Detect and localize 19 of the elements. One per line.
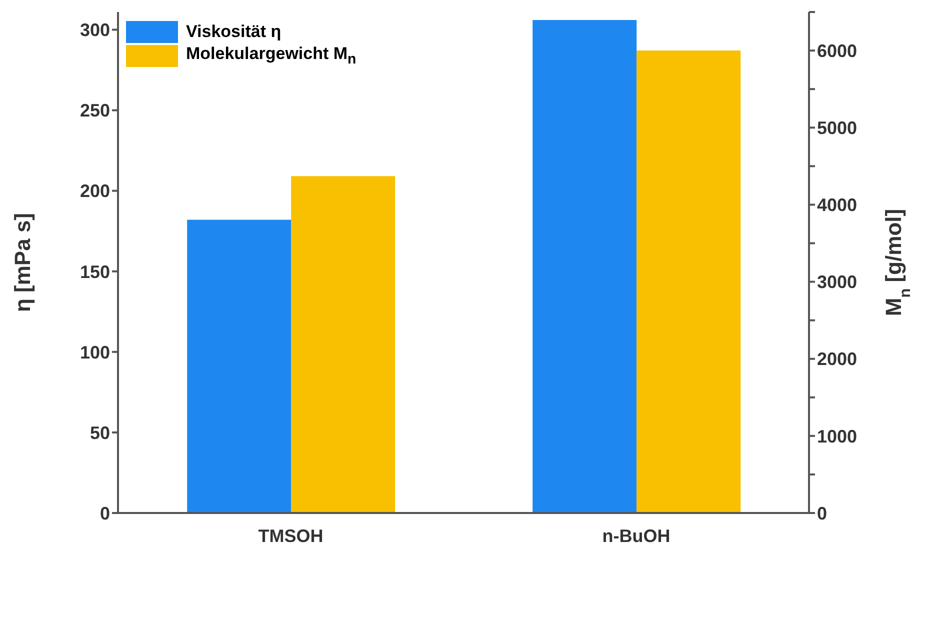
x-tick-label: TMSOH bbox=[258, 526, 324, 546]
y-tick-label: 0 bbox=[100, 503, 110, 524]
y-tick-label: 300 bbox=[80, 20, 110, 40]
y2-tick-label: 0 bbox=[817, 503, 828, 524]
y2-tick-label: 6000 bbox=[817, 40, 858, 61]
y-tick-label: 150 bbox=[80, 262, 110, 282]
legend-label: Viskosität η bbox=[186, 22, 282, 42]
x-tick-label: n-BuOH bbox=[602, 526, 670, 546]
y2-tick-label: 5000 bbox=[817, 118, 858, 138]
y2-tick-label: 4000 bbox=[817, 195, 858, 216]
y-tick-label: 100 bbox=[80, 342, 110, 362]
y-tick-label: 250 bbox=[80, 100, 110, 121]
legend-label: Molekulargewicht M$_{n}$ bbox=[186, 44, 356, 68]
y-tick-label: 200 bbox=[80, 181, 110, 202]
y-axis-title: η [mPa s] bbox=[10, 212, 35, 312]
y2-tick-label: 3000 bbox=[817, 272, 858, 292]
y-tick-label: 50 bbox=[90, 422, 110, 443]
y2-tick-label: 2000 bbox=[817, 349, 858, 370]
y2-tick-label: 1000 bbox=[817, 426, 858, 446]
